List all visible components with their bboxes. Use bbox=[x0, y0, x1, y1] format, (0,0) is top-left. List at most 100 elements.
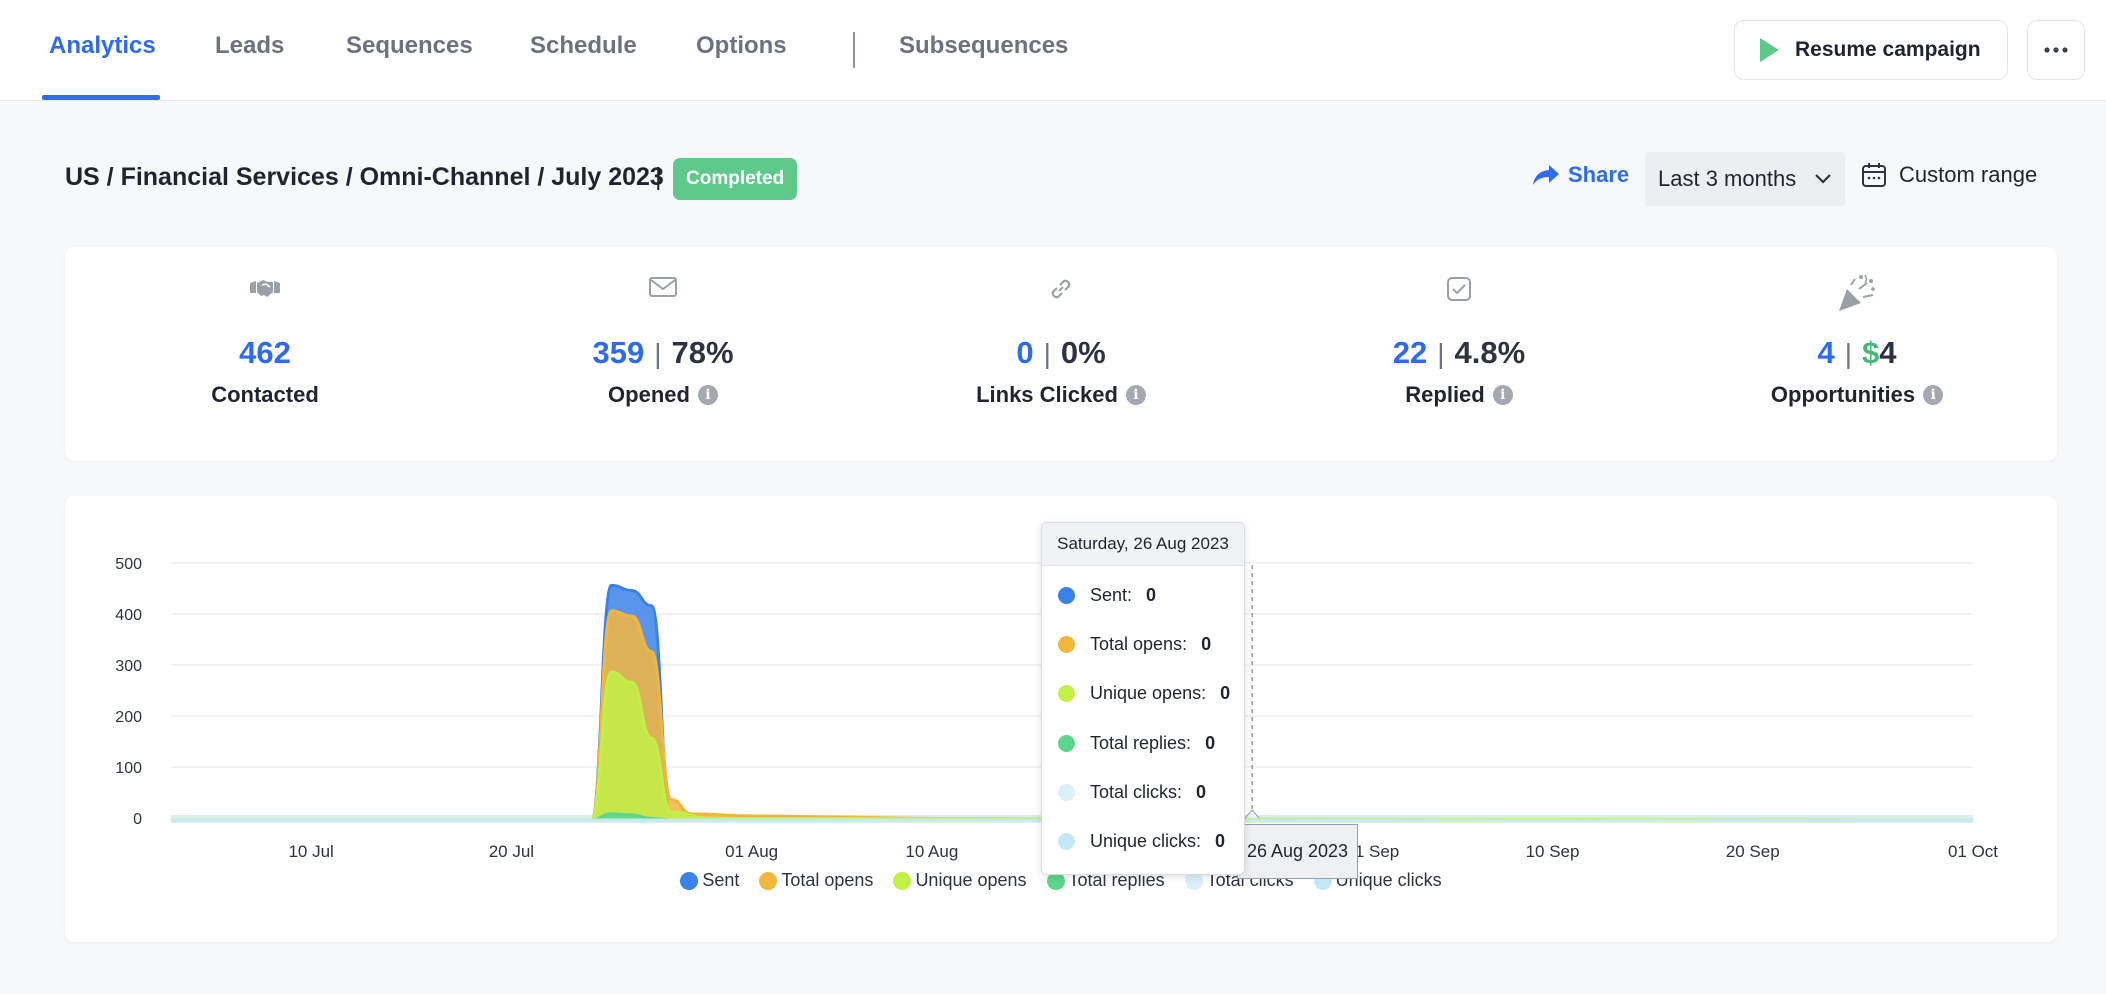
legend-label: Sent bbox=[702, 870, 740, 890]
date-range-select[interactable]: Last 3 months bbox=[1645, 152, 1845, 206]
stat-opened: 359 | 78% Opened i bbox=[463, 247, 863, 461]
y-tick-label: 100 bbox=[115, 760, 142, 777]
legend-item-sent[interactable]: Sent bbox=[680, 870, 739, 891]
tooltip-dot bbox=[1058, 784, 1075, 801]
envelope-icon bbox=[649, 277, 677, 297]
stat-contacted: 462 Contacted bbox=[65, 247, 465, 461]
x-tick-label: 01 Aug bbox=[725, 842, 778, 861]
custom-range-label: Custom range bbox=[1899, 162, 2038, 187]
tooltip-dot bbox=[1058, 833, 1075, 850]
info-icon[interactable]: i bbox=[697, 385, 718, 405]
top-nav: Analytics Leads Sequences Schedule Optio… bbox=[0, 0, 2106, 101]
ellipsis-icon bbox=[2044, 47, 2068, 53]
contacted-value: 462 bbox=[239, 335, 291, 370]
legend-item-unique-opens[interactable]: Unique opens bbox=[893, 870, 1027, 891]
tab-options[interactable]: Options bbox=[696, 32, 787, 59]
tooltip-value: 0 bbox=[1201, 634, 1212, 654]
resume-campaign-label: Resume campaign bbox=[1795, 38, 1981, 61]
crosshair-date-label: 26 Aug 2023 bbox=[1237, 824, 1358, 879]
tooltip-value: 0 bbox=[1146, 585, 1157, 605]
x-tick-label: 10 Aug bbox=[905, 842, 958, 861]
play-icon bbox=[1760, 38, 1779, 62]
crosshair-marker bbox=[1244, 809, 1260, 819]
links-clicked-rate: 0% bbox=[1060, 335, 1106, 370]
stat-links-clicked: 0 | 0% Links Clicked i bbox=[861, 247, 1261, 461]
stat-separator: | bbox=[1437, 338, 1445, 369]
legend-item-total-replies[interactable]: Total replies bbox=[1046, 870, 1165, 891]
info-icon[interactable]: i bbox=[1125, 385, 1146, 405]
opened-value: 359 bbox=[592, 335, 645, 370]
tooltip-date: Saturday, 26 Aug 2023 bbox=[1042, 523, 1244, 566]
replied-label: Replied bbox=[1405, 382, 1485, 407]
status-badge: Completed bbox=[673, 158, 798, 200]
resume-campaign-button[interactable]: Resume campaign bbox=[1734, 20, 2008, 80]
x-tick-label: 01 Sep bbox=[1345, 842, 1399, 861]
legend-label: Total opens bbox=[781, 870, 874, 890]
stat-separator: | bbox=[654, 338, 662, 369]
stats-card: 462 Contacted 359 | 78% Opened i 0 | 0% Links… bbox=[65, 247, 2057, 461]
legend-item-total-opens[interactable]: Total opens bbox=[759, 870, 873, 891]
y-tick-label: 400 bbox=[115, 607, 142, 624]
tooltip-row-total-opens: Total opens: 0 bbox=[1058, 634, 1211, 655]
legend-label: Total replies bbox=[1068, 870, 1165, 890]
tab-analytics[interactable]: Analytics bbox=[49, 32, 156, 59]
tooltip-label: Total replies: bbox=[1090, 733, 1192, 753]
tooltip-row-unique-opens: Unique opens: 0 bbox=[1058, 683, 1230, 704]
checkbox-icon bbox=[1447, 277, 1471, 301]
tab-divider bbox=[853, 32, 855, 68]
x-tick-label: 20 Jul bbox=[489, 842, 534, 861]
more-options-button[interactable] bbox=[2027, 20, 2085, 80]
chevron-down-icon bbox=[1815, 174, 1831, 184]
opened-rate: 78% bbox=[671, 335, 734, 370]
tooltip-row-total-replies: Total replies: 0 bbox=[1058, 733, 1215, 754]
opened-label: Opened bbox=[608, 382, 690, 407]
tooltip-label: Sent: bbox=[1090, 585, 1133, 605]
opportunities-amount: 4 bbox=[1879, 335, 1897, 370]
tab-schedule[interactable]: Schedule bbox=[530, 32, 637, 59]
link-icon bbox=[1051, 279, 1071, 299]
legend-dot bbox=[1046, 871, 1065, 890]
share-button[interactable]: Share bbox=[1532, 162, 1629, 188]
links-clicked-value: 0 bbox=[1016, 335, 1034, 370]
legend-label: Unique opens bbox=[915, 870, 1027, 890]
info-icon[interactable]: i bbox=[1492, 385, 1513, 405]
tooltip-dot bbox=[1058, 685, 1075, 702]
tab-leads[interactable]: Leads bbox=[215, 32, 285, 59]
activity-chart[interactable]: 0 100 200 300 400 500 10 Jul 20 Jul 01 Aug 10 Aug… bbox=[65, 496, 2057, 942]
tab-subsequences[interactable]: Subsequences bbox=[899, 32, 1069, 59]
info-icon[interactable]: i bbox=[1923, 385, 1944, 405]
date-range-value: Last 3 months bbox=[1658, 166, 1797, 191]
title-separator: | bbox=[655, 163, 662, 191]
tooltip-row-total-clicks: Total clicks: 0 bbox=[1058, 782, 1206, 803]
tooltip-dot bbox=[1058, 587, 1075, 604]
tooltip-value: 0 bbox=[1205, 733, 1216, 753]
stat-opportunities: 4 | $4 Opportunities i bbox=[1657, 247, 2057, 461]
legend-dot bbox=[1184, 871, 1203, 890]
tooltip-dot bbox=[1058, 636, 1075, 653]
tooltip-value: 0 bbox=[1215, 831, 1226, 851]
chart-tooltip: Saturday, 26 Aug 2023 Sent: 0 Total opens… bbox=[1041, 522, 1245, 875]
tooltip-row-unique-clicks: Unique clicks: 0 bbox=[1058, 831, 1225, 852]
y-tick-label: 500 bbox=[115, 556, 142, 573]
tab-sequences[interactable]: Sequences bbox=[346, 32, 473, 59]
legend-dot bbox=[759, 871, 778, 890]
legend-dot bbox=[893, 871, 912, 890]
stat-separator: | bbox=[1043, 338, 1051, 369]
handshake-icon bbox=[250, 280, 280, 297]
x-tick-label: 10 Jul bbox=[288, 842, 333, 861]
opportunities-label: Opportunities bbox=[1770, 382, 1916, 407]
custom-range-button[interactable]: Custom range bbox=[1861, 162, 2037, 188]
stat-separator: | bbox=[1844, 338, 1853, 369]
replied-rate: 4.8% bbox=[1454, 335, 1526, 370]
legend-dot bbox=[680, 871, 699, 890]
stat-replied: 22 | 4.8% Replied i bbox=[1259, 247, 1659, 461]
tooltip-label: Unique opens: bbox=[1090, 683, 1207, 703]
share-icon bbox=[1533, 165, 1559, 185]
contacted-label: Contacted bbox=[211, 382, 319, 407]
y-tick-label: 200 bbox=[115, 709, 142, 726]
legend-label: Unique clicks bbox=[1335, 870, 1442, 890]
share-label: Share bbox=[1568, 162, 1630, 187]
tooltip-row-sent: Sent: 0 bbox=[1058, 585, 1156, 606]
x-tick-label: 20 Sep bbox=[1726, 842, 1780, 861]
y-tick-label: 300 bbox=[115, 658, 142, 675]
